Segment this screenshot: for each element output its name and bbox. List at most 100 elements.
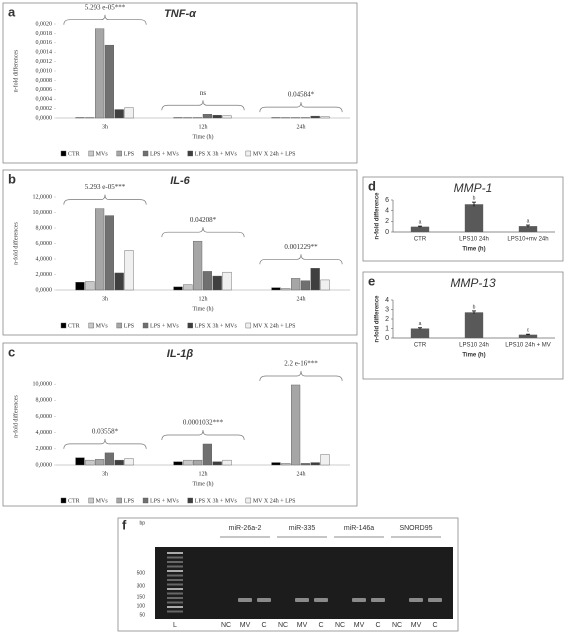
legend-label: MV X 24h + LPS	[253, 323, 296, 329]
bar	[192, 459, 203, 466]
gel-band	[352, 598, 366, 602]
x-tick-label: 24h	[297, 471, 306, 477]
bar	[104, 452, 115, 466]
y-tick-label: 3	[385, 306, 389, 313]
bar	[300, 463, 311, 466]
bar	[202, 114, 213, 119]
x-tick-label: CTR	[414, 237, 427, 243]
bar	[183, 459, 193, 466]
x-tick-label: LPS10+mv 24h	[507, 237, 548, 243]
bar	[183, 284, 193, 291]
gel-band	[314, 598, 328, 602]
y-tick-label: 12,0000	[33, 194, 53, 200]
bracket	[259, 370, 343, 381]
y-tick-label: 10,0000	[33, 382, 53, 388]
x-axis-label: Time (h)	[462, 353, 485, 359]
y-tick-label: 0,0010	[36, 68, 53, 74]
panel-letter: c	[8, 344, 15, 359]
y-tick-label: 0,0000	[36, 287, 53, 293]
lane-label: MV	[354, 622, 365, 629]
bracket	[259, 102, 343, 113]
ladder-band	[167, 588, 183, 590]
legend-label: MV X 24h + LPS	[253, 151, 296, 157]
y-axis-label: n-fold differences	[12, 221, 19, 264]
legend-label: MVs	[96, 151, 109, 157]
ladder-band	[167, 552, 183, 554]
bracket	[63, 14, 147, 25]
bar	[94, 459, 105, 466]
x-tick-label: 24h	[297, 124, 306, 130]
x-tick-label: 3h	[102, 124, 108, 130]
bar	[271, 462, 281, 466]
annotation: 0.001229**	[284, 243, 318, 251]
legend-label: LPS	[124, 151, 134, 157]
legend-label: LPS X 3h + MVs	[195, 498, 238, 504]
gel-band	[409, 598, 423, 602]
y-tick-label: 2	[385, 218, 389, 225]
bar	[75, 457, 85, 466]
y-tick-label: 8,0000	[36, 225, 53, 231]
x-tick-label: LPS10 24h + MV	[505, 343, 551, 349]
bar	[518, 226, 538, 232]
ladder-label: 50	[139, 612, 145, 618]
bar	[271, 287, 281, 291]
bar	[320, 454, 330, 466]
group-label: SNORD95	[399, 525, 432, 532]
legend-label: LPS	[124, 323, 134, 329]
significance-letter: c	[527, 328, 530, 334]
legend-swatch	[142, 150, 149, 157]
annotation: 5.293 e-05***	[85, 183, 126, 191]
bar	[114, 272, 124, 291]
y-tick-label: 2,0000	[36, 272, 53, 278]
ladder-label: 100	[137, 603, 146, 609]
y-tick-label: 0,0012	[36, 59, 53, 65]
legend-swatch	[116, 150, 122, 157]
y-axis-label: n-fold difference	[375, 295, 381, 343]
bar	[114, 109, 124, 119]
legend-label: CTR	[68, 323, 80, 329]
bar	[85, 281, 95, 291]
bar	[320, 116, 330, 119]
bar	[104, 44, 115, 119]
bar	[75, 282, 85, 291]
legend-swatch	[88, 150, 94, 157]
bar	[202, 271, 213, 291]
y-tick-label: 0,0020	[36, 21, 53, 27]
bar	[173, 286, 183, 291]
legend-label: LPS + MVs	[150, 323, 179, 329]
bar	[310, 268, 320, 291]
annotation: 0.04584*	[288, 91, 315, 99]
legend-swatch	[88, 497, 94, 504]
panel-frame	[2, 2, 358, 164]
bar	[281, 463, 291, 466]
significance-letter: b	[473, 304, 476, 310]
lane-label: L	[173, 622, 177, 629]
x-axis-label: Time (h)	[193, 305, 214, 312]
panel-letter: d	[368, 178, 376, 193]
ladder-label: bp	[139, 520, 145, 526]
y-tick-label: 10,0000	[33, 210, 53, 216]
y-axis-label: n-fold difference	[375, 192, 381, 240]
y-tick-label: 2	[385, 316, 389, 323]
bar	[85, 459, 95, 466]
lane-label: MV	[240, 622, 251, 629]
x-tick-label: 12h	[199, 471, 208, 477]
legend-swatch	[116, 322, 122, 329]
bar	[222, 459, 232, 466]
lane-label: NC	[278, 622, 288, 629]
significance-letter: a	[527, 218, 530, 224]
bracket	[259, 254, 343, 265]
bar	[192, 240, 203, 291]
bar	[212, 461, 222, 466]
lane-label: NC	[221, 622, 231, 629]
ladder-band	[167, 606, 183, 608]
legend-label: CTR	[68, 151, 80, 157]
ladder-band	[167, 561, 183, 563]
legend-label: LPS X 3h + MVs	[195, 323, 238, 329]
annotation: 0.04208*	[190, 216, 217, 224]
y-tick-label: 0,0000	[36, 115, 53, 121]
legend-swatch	[116, 497, 122, 504]
y-axis-label: n-fold differences	[12, 394, 19, 437]
significance-letter: a	[419, 219, 422, 225]
